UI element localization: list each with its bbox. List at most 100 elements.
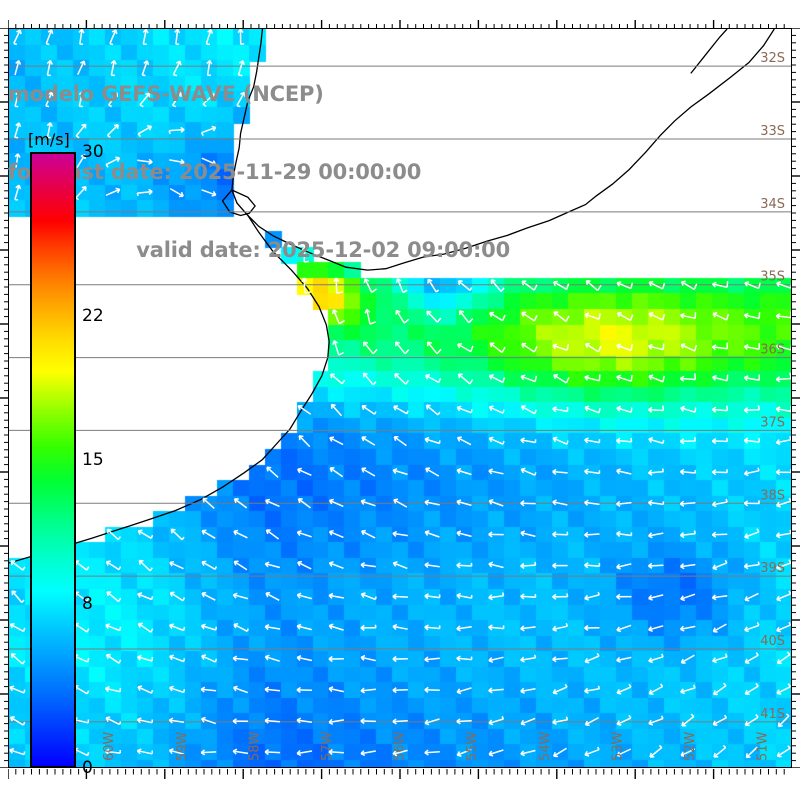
wind-barb: [232, 655, 249, 662]
wind-barb: [616, 281, 634, 290]
wind-barb: [328, 686, 344, 693]
wind-barb: [489, 342, 506, 354]
wind-barb: [296, 592, 312, 600]
estuary-detail: [221, 189, 256, 217]
wind-barb: [200, 623, 218, 631]
wind-barb: [648, 311, 666, 321]
wind-barb: [360, 498, 376, 507]
left-axis-ruler: [0, 28, 9, 768]
wind-barb: [616, 405, 633, 414]
wind-barb: [201, 591, 216, 601]
wind-barb: [232, 748, 249, 755]
lon-label-58W: 58W: [247, 731, 262, 761]
wind-barb: [296, 686, 313, 694]
wind-barb: [456, 655, 473, 662]
wind-barb: [394, 341, 410, 355]
wind-barb: [776, 683, 791, 695]
wind-barb: [488, 374, 506, 384]
wind-barb: [584, 437, 601, 444]
wind-barb: [137, 125, 152, 138]
wind-barb: [712, 714, 728, 726]
wind-barb: [712, 682, 727, 696]
colorbar-tick-0: 0: [82, 758, 93, 778]
wind-barb: [9, 685, 26, 694]
wind-barb: [264, 717, 281, 724]
top-axis-ruler: [8, 20, 792, 29]
wind-barb: [106, 124, 119, 139]
wind-barb: [393, 405, 409, 415]
wind-barb: [105, 560, 122, 571]
wind-barb: [237, 29, 245, 46]
wind-barb: [616, 437, 633, 444]
wind-barb: [552, 436, 569, 445]
wind-barb: [488, 468, 504, 475]
wind-barb: [712, 653, 728, 664]
wind-barb: [137, 592, 154, 601]
right-axis-ruler: [791, 28, 800, 768]
wind-barb: [552, 406, 569, 413]
wind-barb: [680, 405, 697, 413]
wind-barb: [520, 437, 537, 444]
wind-barb: [711, 405, 729, 413]
wind-barb: [616, 311, 634, 322]
wind-barb: [648, 532, 664, 539]
wind-barb: [330, 373, 346, 385]
wind-barb: [648, 405, 665, 413]
colorbar[interactable]: [30, 152, 76, 768]
wind-barb: [233, 622, 249, 632]
wind-barb: [142, 29, 149, 46]
wind-barb: [584, 531, 600, 538]
wind-barb: [744, 528, 760, 540]
lat-label-37S: 37S: [760, 415, 785, 430]
wind-barb: [360, 687, 376, 694]
wind-barb: [169, 591, 186, 602]
wind-barb: [106, 528, 122, 541]
wind-barb: [171, 91, 182, 108]
wind-barb: [232, 592, 249, 600]
wind-barb: [232, 718, 249, 725]
wind-barb: [425, 374, 442, 384]
wind-barb: [552, 716, 569, 725]
wind-barb: [361, 529, 376, 539]
wind-barb: [233, 560, 248, 571]
wind-barb: [296, 717, 313, 724]
wind-barb: [776, 621, 791, 633]
wind-barb: [328, 529, 344, 539]
wind-barb: [297, 498, 311, 509]
wind-barb: [679, 436, 697, 445]
wind-barb: [616, 593, 632, 600]
wind-barb: [264, 561, 280, 569]
map-plot-area[interactable]: 32S33S34S35S36S37S38S39S40S41S61W60W59W5…: [8, 28, 792, 768]
wind-barb: [680, 593, 696, 602]
wind-barb: [14, 122, 22, 139]
wind-barb: [301, 277, 312, 294]
wind-barb: [744, 714, 759, 727]
wind-barb: [584, 405, 601, 414]
lat-label-34S: 34S: [760, 197, 785, 212]
wind-barb: [168, 717, 185, 724]
wind-barb: [424, 624, 441, 631]
wind-barb: [201, 560, 217, 570]
lon-label-59W: 59W: [175, 731, 190, 761]
lon-label-54W: 54W: [538, 731, 553, 761]
wind-barb: [776, 651, 791, 665]
wind-barb: [105, 716, 122, 726]
colorbar-unit-label: [m/s]: [28, 130, 70, 149]
wind-barb: [457, 280, 473, 291]
wind-barb-field: [9, 29, 791, 759]
wind-barb: [775, 406, 791, 413]
wind-barb: [392, 623, 408, 631]
wind-barb: [174, 29, 181, 45]
wind-barb: [297, 404, 312, 415]
wind-barb: [616, 343, 633, 352]
wind-barb: [425, 467, 440, 477]
wind-barb: [585, 342, 602, 353]
wind-barb: [679, 500, 696, 507]
lon-label-55W: 55W: [465, 731, 480, 761]
wind-barb: [202, 93, 215, 107]
wind-barb: [616, 714, 632, 726]
wind-barb: [553, 747, 567, 758]
wind-barb: [679, 625, 696, 632]
wind-barb: [457, 373, 474, 385]
wind-barb: [456, 625, 472, 632]
